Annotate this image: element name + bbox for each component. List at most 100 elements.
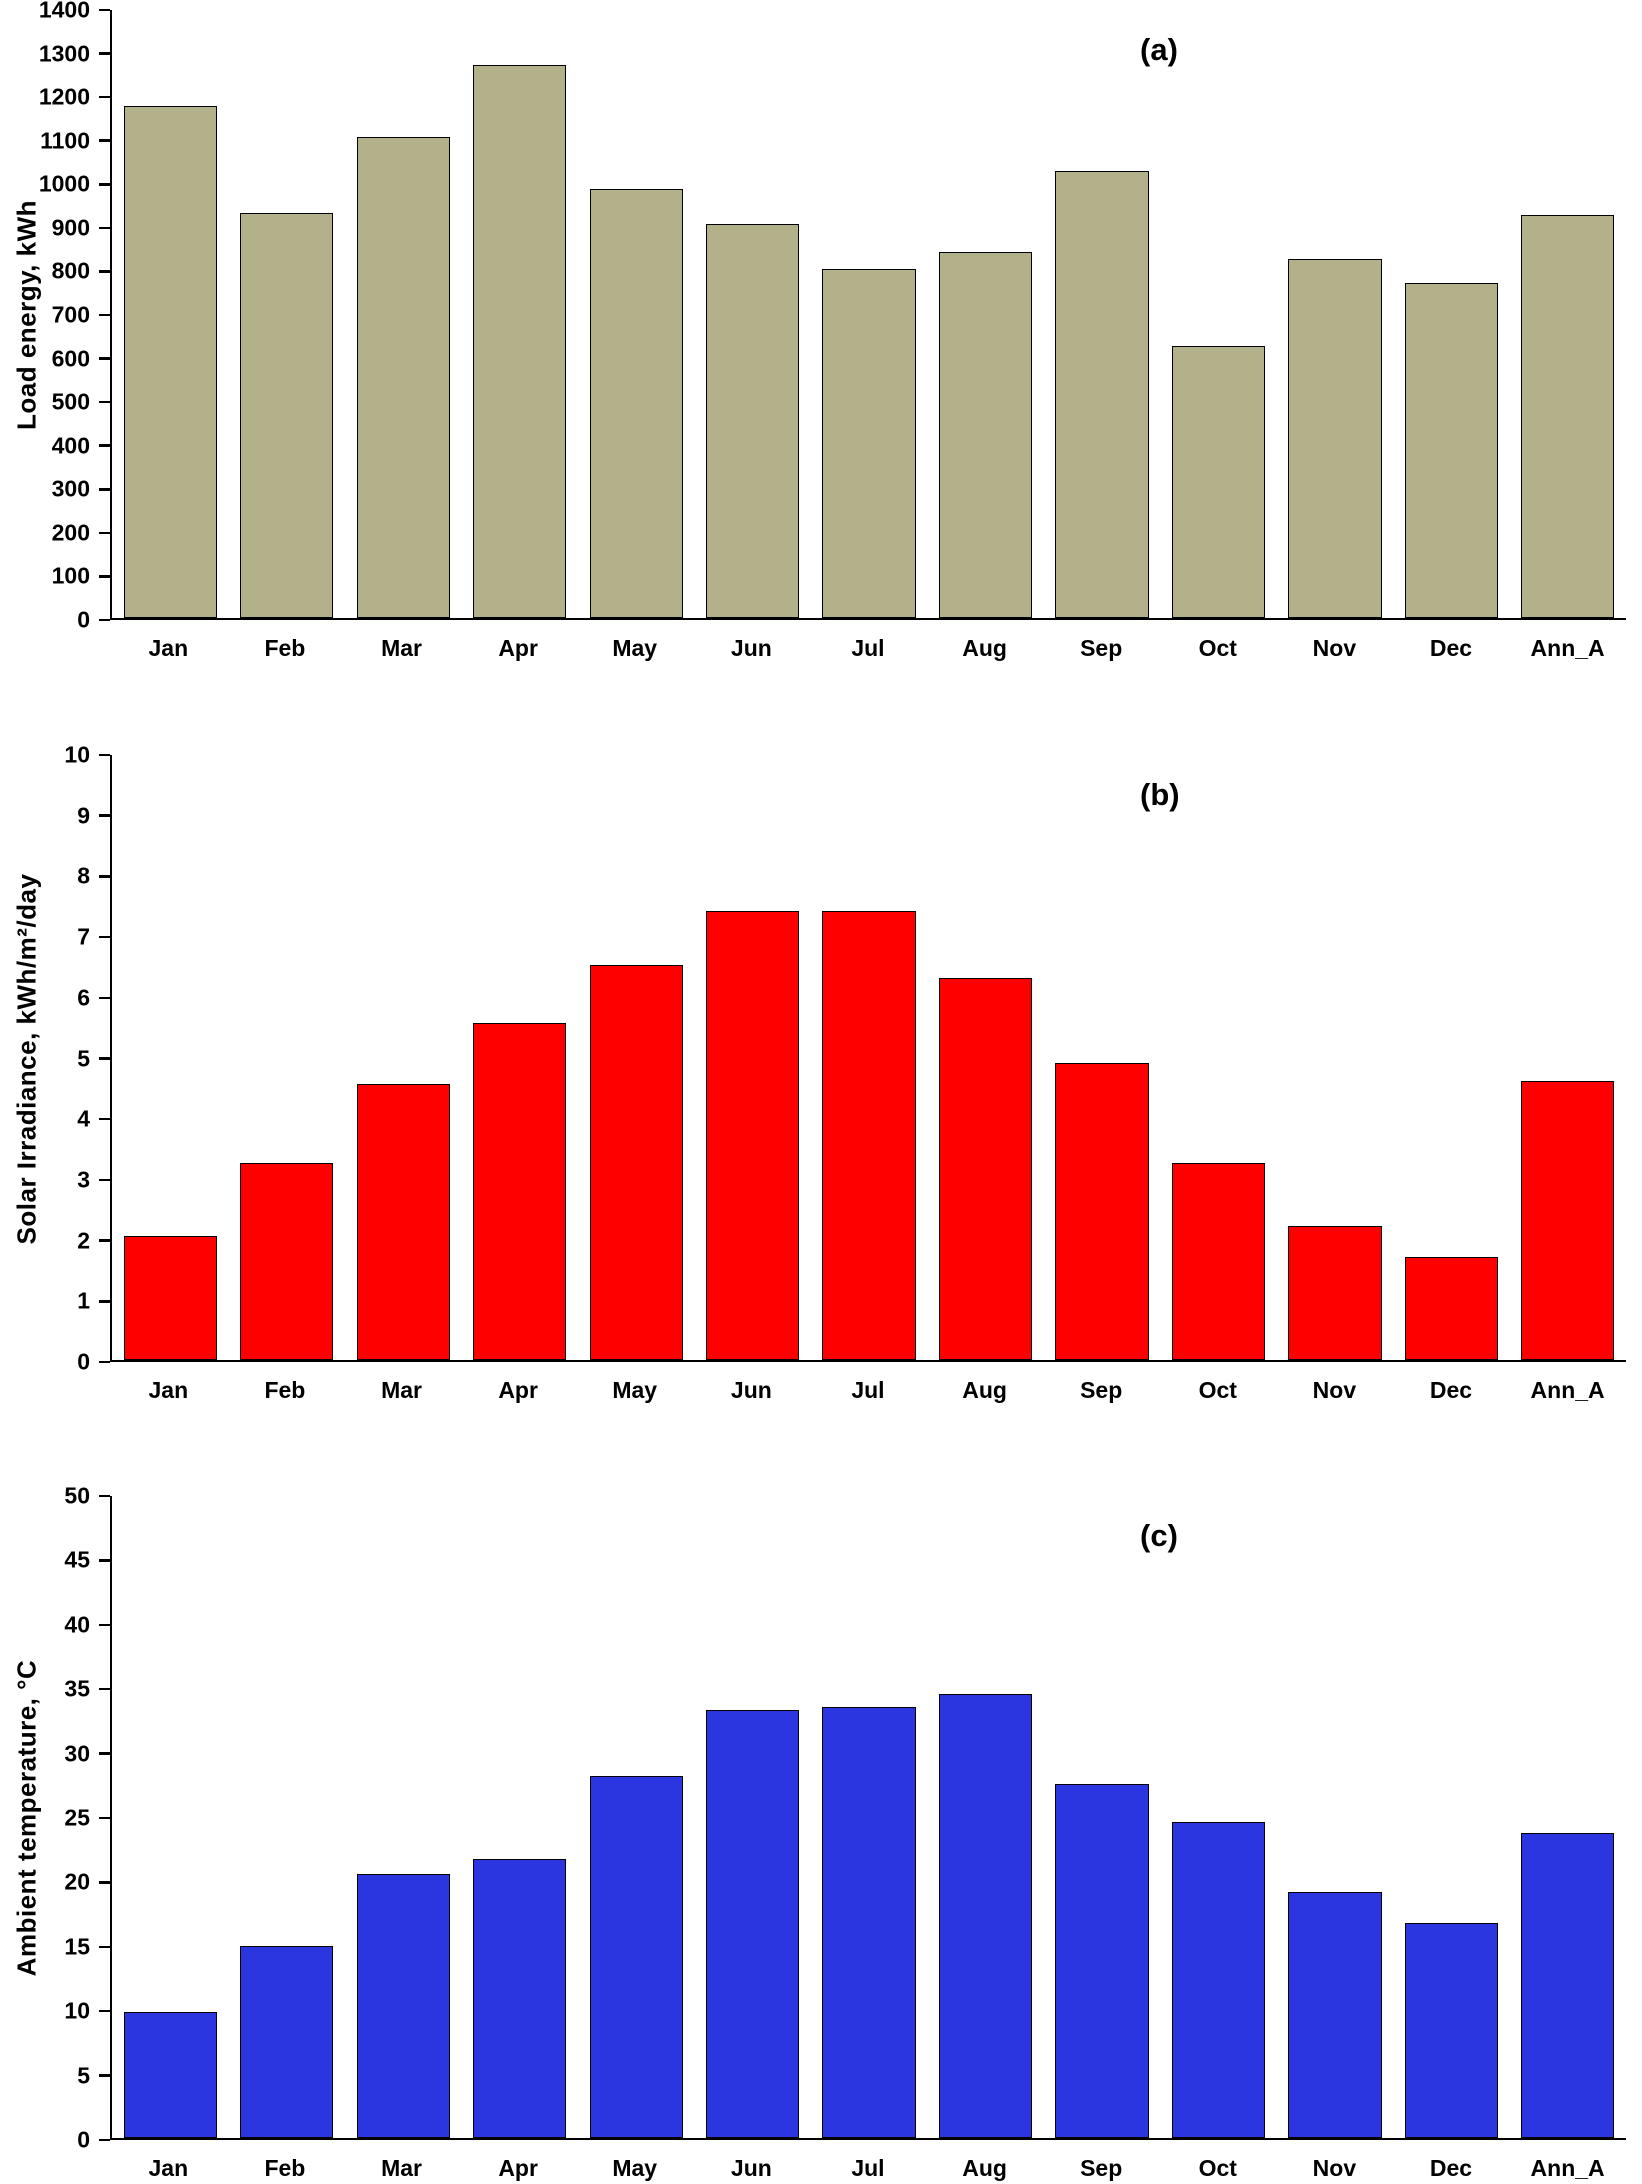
y-tick-label: 1300: [38, 40, 90, 67]
bar: [1055, 1783, 1149, 2138]
y-tick-mark: [99, 1057, 110, 1060]
y-tick-mark: [99, 1816, 110, 1820]
bar: [1288, 1226, 1382, 1360]
y-tick-label: 100: [51, 562, 90, 589]
panel-label: (b): [1140, 777, 1180, 812]
x-tick-label: Jul: [851, 2155, 885, 2181]
bar-slot: [694, 755, 810, 1360]
x-tick-label: Oct: [1198, 635, 1237, 661]
x-tick-label: Jan: [148, 635, 189, 661]
y-axis: 0 1 2 3 4 5 6 7 8 9 10: [0, 742, 110, 1375]
bar: [938, 977, 1033, 1360]
bar-slot: [1160, 10, 1276, 618]
bar: [1521, 1832, 1615, 2138]
y-tick-mark: [99, 814, 110, 817]
y-tick-label: 900: [51, 214, 90, 241]
y-tick-label: 50: [64, 1482, 90, 1509]
bar-slot: [345, 10, 461, 618]
y-tick-label: 5: [77, 1045, 90, 1071]
y-tick-label: 8: [77, 862, 90, 889]
x-tick-label: Dec: [1429, 635, 1473, 661]
bar: [1521, 214, 1615, 618]
y-tick-mark: [99, 1300, 110, 1303]
bar-slot: [927, 755, 1043, 1360]
bar-slot: [1044, 755, 1160, 1360]
x-tick-label: Ann_A: [1530, 2155, 1605, 2181]
y-tick-mark: [99, 875, 110, 878]
y-axis: 0 100 200 300 400 500 600 700 800 900 1000 1100 1200…: [0, 0, 110, 633]
y-tick-label: 6: [77, 984, 90, 1011]
y-tick-mark: [99, 1945, 110, 1949]
bar: [938, 1693, 1033, 2138]
x-tick-label: Feb: [264, 1377, 306, 1403]
bar: [705, 1710, 800, 2138]
y-tick-mark: [99, 996, 110, 1000]
bar-slot: [811, 10, 927, 618]
x-tick-label: Feb: [264, 635, 306, 661]
x-tick-label: Nov: [1312, 635, 1357, 661]
x-tick-label: Mar: [381, 1377, 422, 1403]
y-tick-label: 2: [77, 1227, 90, 1254]
y-tick-mark: [99, 2138, 110, 2142]
bar-slot: [461, 10, 577, 618]
chart-panel-a: Load energy, kWh 0 100 200 300 400 500 600 700 8…: [0, 0, 1642, 728]
y-tick-mark: [99, 1623, 110, 1627]
x-tick-label: Ann_A: [1530, 1377, 1605, 1403]
y-tick-label: 1: [77, 1287, 90, 1314]
y-tick-mark: [99, 95, 110, 99]
bar: [240, 1162, 334, 1360]
y-tick-label: 1000: [38, 170, 90, 197]
y-tick-mark: [99, 1239, 110, 1242]
x-tick-label: Jul: [851, 635, 885, 661]
x-tick-label: Jun: [730, 635, 772, 661]
y-tick-mark: [99, 313, 110, 317]
x-tick-label: Dec: [1429, 1377, 1473, 1403]
y-tick-label: 10: [64, 741, 90, 768]
y-tick-mark: [99, 2009, 110, 2013]
x-tick-label: Aug: [962, 1377, 1007, 1403]
bar-slot: [112, 755, 228, 1360]
y-tick-mark: [99, 400, 110, 404]
chart-panel-c: Ambient temperature, °C 0 5 10 15 20 25 30 35 40…: [0, 1456, 1642, 2184]
y-tick-mark: [99, 575, 110, 578]
x-tick-label: Apr: [498, 1377, 538, 1403]
bar: [1521, 1080, 1615, 1360]
y-tick-label: 0: [77, 2126, 90, 2153]
bar-slot: [1044, 1496, 1160, 2138]
y-tick-label: 25: [64, 1804, 90, 1831]
y-tick-label: 30: [64, 1740, 90, 1767]
bar: [1404, 282, 1498, 618]
y-tick-mark: [99, 2074, 110, 2077]
bar-slot: [578, 10, 694, 618]
bar-slot: [1277, 10, 1393, 618]
bar: [473, 1023, 567, 1360]
bar-slot: [1393, 755, 1509, 1360]
bar: [1055, 171, 1149, 618]
y-tick-label: 40: [64, 1611, 90, 1638]
panel-label: (a): [1140, 32, 1178, 67]
x-tick-label: Oct: [1198, 1377, 1237, 1403]
y-tick-mark: [99, 444, 110, 447]
x-axis-labels: Jan Feb Mar Apr May Jun Jul Aug Sep Oct Nov Dec Ann_…: [110, 1365, 1626, 1404]
y-tick-label: 10: [64, 1997, 90, 2024]
y-tick-mark: [99, 183, 110, 186]
bar-slot: [461, 1496, 577, 2138]
y-tick-label: 0: [77, 1348, 90, 1375]
bar-slot: [112, 10, 228, 618]
y-tick-mark: [99, 1117, 110, 1121]
y-tick-mark: [99, 531, 110, 535]
y-tick-mark: [99, 1178, 110, 1182]
bar: [1171, 1162, 1266, 1360]
y-tick-label: 45: [64, 1546, 90, 1573]
x-tick-label: Jan: [148, 1377, 189, 1403]
y-tick-label: 5: [77, 2062, 90, 2089]
y-tick-mark: [99, 357, 110, 360]
bar-slot: [1510, 10, 1626, 618]
bar-slot: [228, 10, 344, 618]
bar: [1055, 1062, 1149, 1360]
x-tick-label: Feb: [264, 2155, 306, 2181]
bar-slot: [228, 755, 344, 1360]
panel-label: (c): [1140, 1518, 1178, 1553]
plot-area: [110, 755, 1626, 1362]
